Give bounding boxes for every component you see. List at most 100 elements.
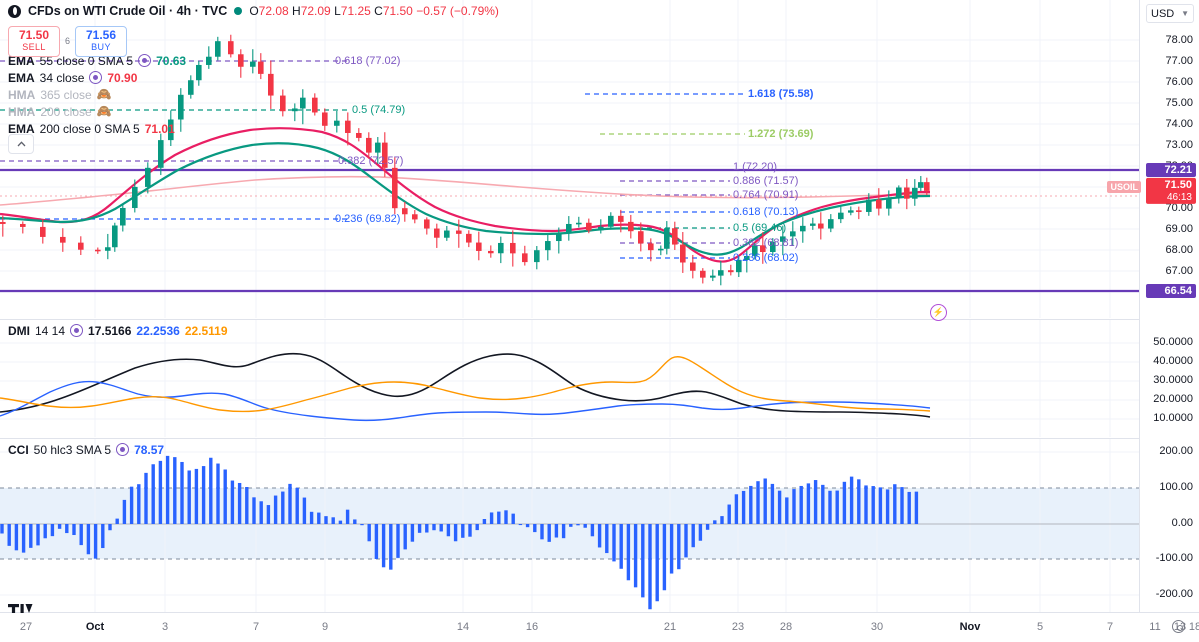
time-tick: Oct bbox=[85, 621, 105, 633]
fib-label: 0.236 (68.02) bbox=[733, 252, 799, 264]
symbol-title[interactable]: CFDs on WTI Crude Oil · 4h · TVC bbox=[28, 4, 228, 18]
legend-value: 71.01 bbox=[144, 121, 175, 136]
ohlc-readout: O72.08 H72.09 L71.25 C71.50 −0.57 (−0.79… bbox=[249, 4, 499, 18]
settings-icon[interactable] bbox=[116, 443, 130, 456]
legend-item-hma365[interactable]: HMA 365 close 🙈 bbox=[8, 86, 186, 103]
fib-label: 0.886 (71.57) bbox=[733, 175, 799, 187]
low-value: 71.25 bbox=[340, 4, 371, 18]
sell-button[interactable]: 71.50 SELL bbox=[8, 26, 60, 57]
axis-tick: 20.0000 bbox=[1153, 393, 1193, 405]
last-price-value: 71.50 bbox=[1164, 178, 1192, 191]
change-value: −0.57 (−0.79%) bbox=[416, 4, 499, 18]
axis-tick: 77.00 bbox=[1165, 55, 1193, 67]
price-plot bbox=[0, 0, 1139, 318]
trade-widget: 71.50 SELL 6 71.56 BUY bbox=[8, 26, 128, 57]
axis-tick: 69.00 bbox=[1165, 223, 1193, 235]
legend-item-hma200[interactable]: HMA 200 close 🙈 bbox=[8, 103, 186, 120]
buy-label: BUY bbox=[91, 42, 111, 53]
plus-di-value: 22.2536 bbox=[136, 323, 180, 338]
dmi-pane[interactable]: DMI 14 14 17.5166 22.2536 22.5119 bbox=[0, 319, 1139, 437]
legend-args: 200 close 0 SMA 5 bbox=[39, 121, 140, 136]
axis-tick: 50.0000 bbox=[1153, 336, 1193, 348]
fib-label: 0.618 (70.13) bbox=[733, 206, 799, 218]
legend-name: EMA bbox=[8, 121, 35, 136]
legend-value: 70.90 bbox=[107, 70, 138, 85]
level-badge-resistance[interactable]: 72.21 bbox=[1146, 163, 1196, 177]
hidden-eye-icon[interactable]: 🙈 bbox=[96, 87, 112, 101]
fib-label: 0.382 (68.81) bbox=[733, 237, 799, 249]
axis-tick: -200.00 bbox=[1155, 588, 1193, 600]
cci-axis[interactable]: 200.00 100.00 0.00 -100.00 -200.00 bbox=[1139, 438, 1199, 612]
price-pane[interactable]: 0.618 (77.02) 1.618 (75.58) 0.5 (74.79) … bbox=[0, 0, 1139, 318]
axis-tick: 68.00 bbox=[1165, 244, 1193, 256]
chart-header: CFDs on WTI Crude Oil · 4h · TVC O72.08 … bbox=[8, 4, 499, 18]
fib-label: 1.618 (75.58) bbox=[748, 88, 814, 100]
cci-plot bbox=[0, 439, 1139, 612]
tradingview-mark-icon bbox=[8, 4, 21, 18]
fib-label: 0.764 (70.91) bbox=[733, 189, 799, 201]
legend-name: EMA bbox=[8, 53, 35, 68]
low-label: L bbox=[334, 4, 341, 18]
time-tick: 21 bbox=[663, 621, 677, 633]
axis-tick: 10.0000 bbox=[1153, 412, 1193, 424]
level-badge-support[interactable]: 66.54 bbox=[1146, 284, 1196, 298]
time-tick: 3 bbox=[161, 621, 169, 633]
legend-args: 34 close bbox=[39, 70, 85, 85]
axis-tick: 73.00 bbox=[1165, 139, 1193, 151]
cci-pane-legend[interactable]: CCI 50 hlc3 SMA 5 78.57 bbox=[8, 441, 164, 458]
high-value: 72.09 bbox=[300, 4, 331, 18]
legend-args: 50 hlc3 SMA 5 bbox=[33, 442, 112, 457]
buy-price: 71.56 bbox=[86, 28, 117, 42]
axis-tick: 67.00 bbox=[1165, 265, 1193, 277]
currency-select[interactable]: USD ▼ bbox=[1146, 4, 1194, 23]
legend-value: 70.63 bbox=[156, 53, 187, 68]
legend-args: 365 close bbox=[40, 87, 92, 102]
close-value: 71.50 bbox=[382, 4, 413, 18]
time-tick: 23 bbox=[731, 621, 745, 633]
lightning-alert-icon[interactable]: ⚡ bbox=[930, 304, 947, 321]
time-tick: Nov bbox=[959, 621, 981, 633]
close-label: C bbox=[374, 4, 383, 18]
time-tick: 11 bbox=[1149, 621, 1161, 633]
axis-tick: 70.00 bbox=[1165, 202, 1193, 214]
cci-value: 78.57 bbox=[134, 442, 165, 457]
legend-args: 200 close bbox=[40, 104, 92, 119]
legend-item-ema55[interactable]: EMA 55 close 0 SMA 5 70.63 bbox=[8, 52, 186, 69]
dmi-pane-legend[interactable]: DMI 14 14 17.5166 22.2536 22.5119 bbox=[8, 322, 228, 339]
axis-tick: 0.00 bbox=[1171, 517, 1193, 529]
time-axis[interactable]: 27 Oct 3 7 9 14 16 21 23 28 30 Nov 5 7 11 13 18 bbox=[0, 612, 1199, 642]
legend-name: HMA bbox=[8, 87, 36, 102]
fib-label: 1 (72.20) bbox=[733, 161, 778, 173]
sell-price: 71.50 bbox=[18, 28, 50, 42]
hidden-eye-icon[interactable]: 🙈 bbox=[96, 104, 112, 118]
axis-tick: 200.00 bbox=[1159, 445, 1193, 457]
legend-item-ema200[interactable]: EMA 200 close 0 SMA 5 71.01 bbox=[8, 120, 186, 137]
tradingview-logo[interactable] bbox=[8, 600, 34, 621]
legend-name: EMA bbox=[8, 70, 35, 85]
axis-tick: 78.00 bbox=[1165, 34, 1193, 46]
settings-icon[interactable] bbox=[89, 71, 103, 84]
collapse-legend-button[interactable] bbox=[8, 134, 34, 154]
time-tick: 27 bbox=[19, 621, 33, 633]
settings-icon[interactable] bbox=[70, 324, 84, 337]
tradingview-logo-icon bbox=[8, 604, 33, 613]
time-tick: 14 bbox=[456, 621, 470, 633]
cci-pane[interactable]: CCI 50 hlc3 SMA 5 78.57 bbox=[0, 438, 1139, 612]
sell-label: SELL bbox=[22, 42, 46, 53]
buy-button[interactable]: 71.56 BUY bbox=[75, 26, 128, 57]
time-tick: 5 bbox=[1036, 621, 1044, 633]
axis-tick: 100.00 bbox=[1159, 481, 1193, 493]
last-price-badge[interactable]: 71.50 46:13 bbox=[1146, 177, 1196, 205]
high-label: H bbox=[292, 4, 301, 18]
time-tick: 18 bbox=[1188, 621, 1199, 633]
fib-label: 0.618 (77.02) bbox=[335, 55, 401, 67]
time-tick: 30 bbox=[870, 621, 884, 633]
spread-value: 6 bbox=[65, 36, 71, 47]
chart-settings-icon[interactable] bbox=[1172, 620, 1185, 633]
legend-item-ema34[interactable]: EMA 34 close 70.90 bbox=[8, 69, 186, 86]
dmi-axis[interactable]: 50.0000 40.0000 30.0000 20.0000 10.0000 bbox=[1139, 319, 1199, 437]
open-value: 72.08 bbox=[258, 4, 289, 18]
fib-label: 1.272 (73.69) bbox=[748, 128, 814, 140]
settings-icon[interactable] bbox=[138, 54, 152, 67]
dmi-plot bbox=[0, 320, 1139, 437]
